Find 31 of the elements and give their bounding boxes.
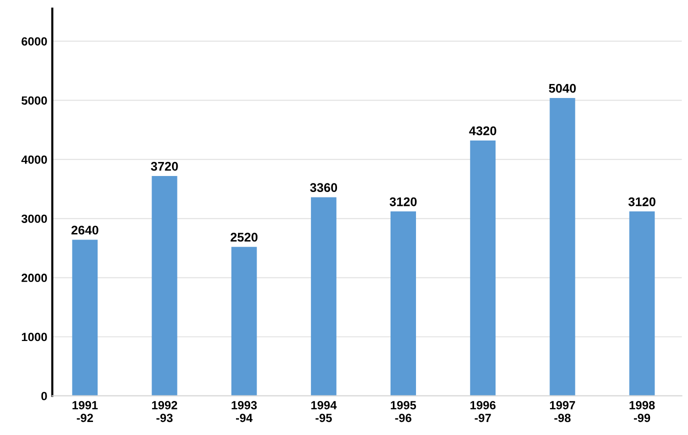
bar <box>550 98 576 396</box>
y-tick-label: 3000 <box>21 214 47 223</box>
x-tick-label: 1994 -95 <box>311 401 337 422</box>
x-tick-label: 1997 -98 <box>550 401 576 422</box>
data-label: 2640 <box>71 226 98 235</box>
y-tick-label: 0 <box>41 392 47 400</box>
y-tick-label: 2000 <box>22 274 47 282</box>
data-label: 2520 <box>230 232 258 242</box>
data-label: 4320 <box>469 126 496 136</box>
data-label: 3120 <box>628 197 656 206</box>
bar <box>470 140 496 396</box>
data-label: 3360 <box>310 183 338 192</box>
x-tick-label: 1992 -93 <box>152 401 178 422</box>
y-tick-label: 5000 <box>22 96 47 105</box>
data-label: 3120 <box>390 197 417 206</box>
bar <box>231 246 257 396</box>
bar <box>390 211 416 396</box>
y-tick-label: 1000 <box>22 332 47 342</box>
x-tick-label: 1995 -96 <box>390 401 416 422</box>
y-tick-label: 6000 <box>22 37 47 46</box>
x-tick-label: 1998 -99 <box>630 401 655 422</box>
y-tick-label: 4000 <box>21 155 47 164</box>
data-label: 3720 <box>150 162 178 171</box>
data-label: 5040 <box>548 84 576 93</box>
x-tick-label: 1993 -94 <box>232 401 257 422</box>
bar <box>72 240 98 396</box>
x-tick-label: 1991 -92 <box>72 401 98 422</box>
bar <box>152 176 178 396</box>
x-tick-label: 1996 -97 <box>470 401 496 422</box>
bar <box>629 211 655 396</box>
bar <box>310 197 336 396</box>
